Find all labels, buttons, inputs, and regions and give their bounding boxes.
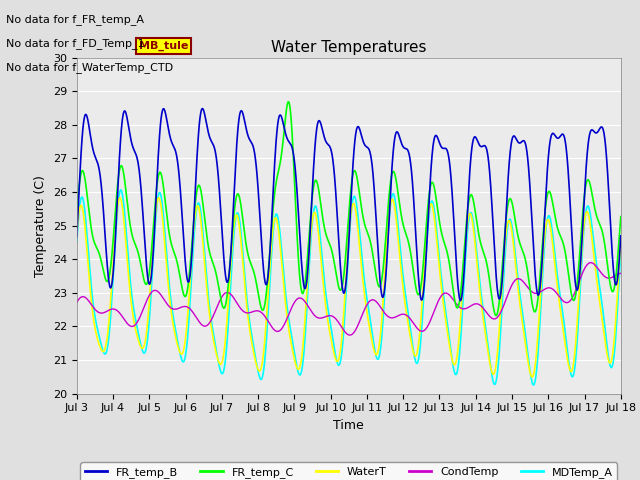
FR_temp_B bbox=[548, 132, 556, 137]
FR_temp_C bbox=[607, 283, 614, 288]
WaterT bbox=[116, 195, 124, 201]
CondTemp bbox=[135, 316, 143, 322]
MDTemp_A bbox=[530, 382, 538, 388]
WaterT bbox=[135, 340, 143, 346]
Line: CondTemp: CondTemp bbox=[77, 263, 621, 335]
Line: FR_temp_B: FR_temp_B bbox=[77, 108, 621, 300]
FR_temp_C bbox=[305, 231, 313, 237]
MDTemp_A bbox=[282, 290, 289, 296]
FR_temp_B bbox=[73, 234, 81, 240]
FR_temp_C bbox=[167, 240, 175, 246]
WaterT bbox=[607, 360, 614, 366]
MDTemp_A bbox=[617, 248, 625, 254]
FR_temp_C bbox=[282, 115, 289, 121]
Line: FR_temp_C: FR_temp_C bbox=[77, 102, 621, 315]
WaterT bbox=[73, 230, 81, 236]
Line: WaterT: WaterT bbox=[77, 198, 621, 377]
Legend: FR_temp_B, FR_temp_C, WaterT, CondTemp, MDTemp_A: FR_temp_B, FR_temp_C, WaterT, CondTemp, … bbox=[81, 462, 617, 480]
WaterT bbox=[548, 235, 556, 240]
CondTemp bbox=[607, 275, 614, 281]
FR_temp_B bbox=[617, 233, 625, 239]
FR_temp_C bbox=[135, 252, 143, 258]
FR_temp_C bbox=[285, 99, 292, 105]
CondTemp bbox=[346, 332, 354, 338]
FR_temp_C bbox=[548, 196, 556, 202]
MDTemp_A bbox=[73, 239, 81, 245]
Text: No data for f_FR_temp_A: No data for f_FR_temp_A bbox=[6, 14, 145, 25]
WaterT bbox=[282, 301, 289, 307]
Text: No data for f_WaterTemp_CTD: No data for f_WaterTemp_CTD bbox=[6, 62, 173, 73]
CondTemp bbox=[548, 286, 556, 291]
WaterT bbox=[617, 238, 625, 243]
CondTemp bbox=[587, 260, 595, 265]
CondTemp bbox=[617, 270, 625, 276]
CondTemp bbox=[282, 319, 289, 325]
FR_temp_B bbox=[305, 247, 313, 253]
MDTemp_A bbox=[168, 300, 175, 306]
MDTemp_A bbox=[305, 265, 313, 271]
FR_temp_C bbox=[492, 312, 500, 318]
FR_temp_B bbox=[167, 138, 175, 144]
MDTemp_A bbox=[117, 187, 125, 193]
FR_temp_B bbox=[135, 165, 143, 170]
Title: Water Temperatures: Water Temperatures bbox=[271, 40, 426, 55]
Text: MB_tule: MB_tule bbox=[139, 41, 189, 51]
WaterT bbox=[528, 374, 536, 380]
FR_temp_B bbox=[456, 298, 464, 303]
MDTemp_A bbox=[548, 225, 556, 231]
WaterT bbox=[168, 310, 175, 315]
FR_temp_B bbox=[607, 221, 614, 227]
CondTemp bbox=[73, 300, 81, 305]
FR_temp_C bbox=[73, 210, 81, 216]
FR_temp_B bbox=[282, 131, 289, 137]
FR_temp_B bbox=[198, 106, 206, 111]
FR_temp_C bbox=[617, 214, 625, 219]
Y-axis label: Temperature (C): Temperature (C) bbox=[35, 175, 47, 276]
Line: MDTemp_A: MDTemp_A bbox=[77, 190, 621, 385]
CondTemp bbox=[305, 305, 313, 311]
MDTemp_A bbox=[135, 334, 143, 339]
WaterT bbox=[305, 252, 313, 258]
CondTemp bbox=[167, 305, 175, 311]
X-axis label: Time: Time bbox=[333, 419, 364, 432]
Text: No data for f_FD_Temp_1: No data for f_FD_Temp_1 bbox=[6, 38, 145, 49]
MDTemp_A bbox=[607, 364, 614, 370]
